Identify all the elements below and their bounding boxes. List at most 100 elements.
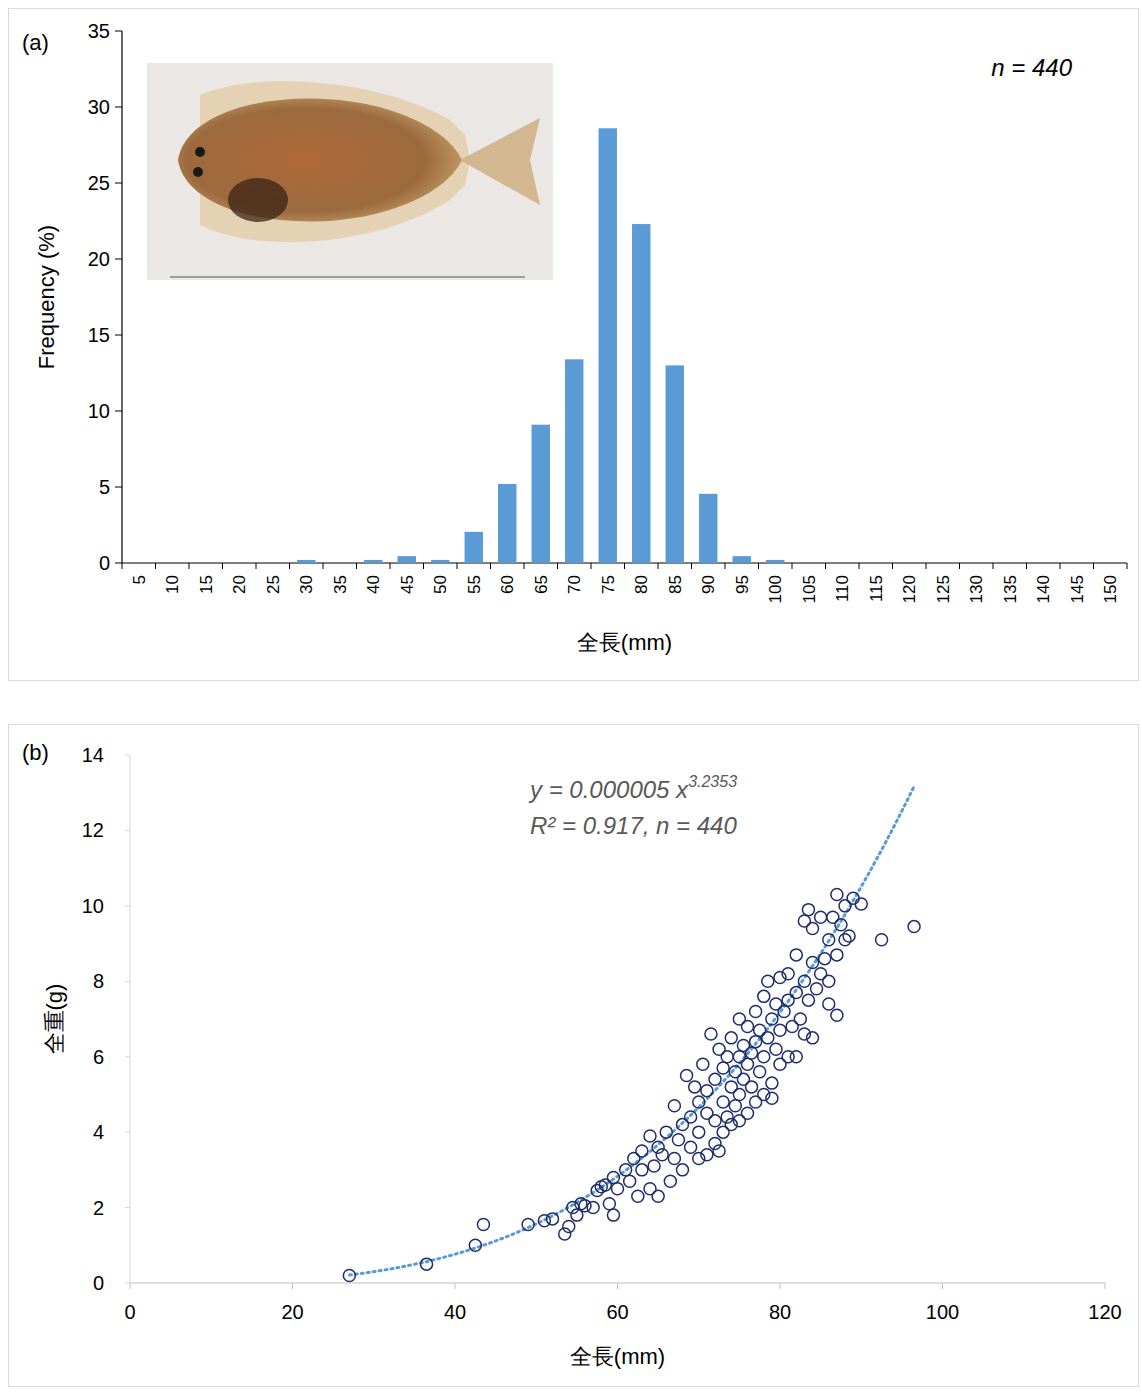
annotation: n = 440 [991, 54, 1072, 81]
x-tick-label: 70 [565, 575, 584, 594]
x-tick-label: 50 [431, 575, 450, 594]
y-tick-label: 10 [88, 400, 110, 422]
x-tick-label: 125 [934, 575, 953, 603]
x-tick [557, 563, 558, 569]
bar [364, 560, 382, 563]
x-tick-label: 85 [666, 575, 685, 594]
bar [867, 563, 885, 564]
tail [460, 118, 540, 205]
figure: (a)0510152025303551015202530354045505560… [0, 0, 1142, 1392]
point [815, 911, 827, 923]
point [847, 892, 859, 904]
point [725, 1032, 737, 1044]
x-tick-label: 80 [632, 575, 651, 594]
bar [130, 563, 148, 564]
point [750, 1036, 762, 1048]
point [709, 1115, 721, 1127]
point [648, 1160, 660, 1172]
x-tick-label: 15 [197, 575, 216, 594]
x-tick [130, 1283, 131, 1289]
point [685, 1111, 697, 1123]
point [587, 1202, 599, 1214]
point [717, 1126, 729, 1138]
point [782, 968, 794, 980]
point [725, 1081, 737, 1093]
bar [1034, 563, 1052, 564]
point [774, 1024, 786, 1036]
point [660, 1126, 672, 1138]
point [754, 1024, 766, 1036]
x-tick-label: 25 [264, 575, 283, 594]
point [750, 1005, 762, 1017]
x-tick [455, 1283, 456, 1289]
y-axis [121, 31, 122, 563]
x-tick [256, 563, 257, 569]
x-tick-label: 140 [1034, 575, 1053, 603]
point [843, 930, 855, 942]
point [733, 1013, 745, 1025]
bar [498, 484, 516, 563]
point [681, 1070, 693, 1082]
point [664, 1175, 676, 1187]
x-tick-label: 115 [867, 575, 886, 602]
x-tick-label: 10 [163, 575, 182, 594]
y-tick [125, 905, 130, 906]
point [770, 1043, 782, 1055]
point [477, 1219, 489, 1231]
point [823, 975, 835, 987]
point [632, 1190, 644, 1202]
y-tick-label: 12 [82, 819, 104, 841]
point [733, 1088, 745, 1100]
point [628, 1153, 640, 1165]
point [721, 1051, 733, 1063]
point [835, 919, 847, 931]
point [717, 1096, 729, 1108]
bar [1001, 563, 1019, 564]
x-tick [959, 563, 960, 569]
point [547, 1213, 559, 1225]
x-tick-label: 55 [465, 575, 484, 594]
point [766, 1092, 778, 1104]
bar [297, 560, 315, 563]
point [729, 1066, 741, 1078]
x-tick [423, 563, 424, 569]
point [823, 934, 835, 946]
y-tick-label: 0 [93, 1272, 104, 1294]
y-tick [125, 1056, 130, 1057]
point [766, 1013, 778, 1025]
point [855, 898, 867, 910]
point [774, 1058, 786, 1070]
y-tick [125, 1283, 130, 1284]
point [758, 990, 770, 1002]
bar [163, 563, 181, 564]
x-tick-label: 80 [769, 1301, 791, 1323]
x-tick [859, 563, 860, 569]
x-tick [356, 563, 357, 569]
bar [699, 494, 717, 563]
equation-text: y = 0.000005 x [528, 776, 689, 803]
x-tick-label: 120 [1088, 1301, 1121, 1323]
point [644, 1130, 656, 1142]
point [737, 1039, 749, 1051]
point [607, 1209, 619, 1221]
x-tick [825, 563, 826, 569]
x-tick [792, 563, 793, 569]
photo-scale [170, 277, 525, 278]
point [831, 1009, 843, 1021]
x-tick-label: 130 [967, 575, 986, 603]
y-tick-label: 20 [88, 248, 110, 270]
x-tick [457, 563, 458, 569]
x-tick [122, 563, 123, 569]
inset-photo [147, 63, 553, 280]
x-tick [524, 563, 525, 569]
point [876, 934, 888, 946]
x-axis-title: 全長(mm) [577, 630, 672, 655]
point [798, 975, 810, 987]
y-tick [115, 487, 122, 488]
y-tick [125, 981, 130, 982]
point [579, 1200, 591, 1212]
point [620, 1164, 632, 1176]
point [802, 994, 814, 1006]
x-tick [1093, 563, 1094, 569]
bar [197, 563, 215, 564]
